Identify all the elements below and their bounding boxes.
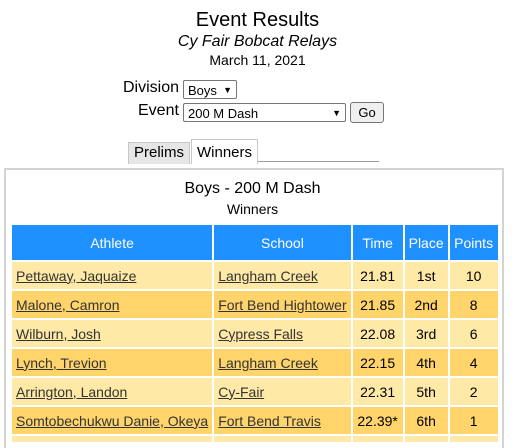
chevron-down-icon: ▼ — [332, 108, 341, 118]
division-label: Division — [123, 79, 180, 96]
event-label: Event — [138, 102, 179, 119]
results-heading: Boys - 200 M Dash Winners — [0, 178, 505, 218]
meet-name: Cy Fair Bobcat Relays — [177, 33, 338, 50]
time-cell: 22.15 — [352, 349, 403, 376]
column-header-place: Place — [404, 225, 448, 260]
table-row-partial — [12, 436, 498, 442]
points-cell: 8 — [449, 291, 498, 318]
table-row: Somtobechukwu Danie, Okeya Fort Bend Tra… — [12, 407, 498, 434]
column-header-time: Time — [352, 225, 403, 260]
school-link[interactable]: Cy-Fair — [218, 383, 265, 400]
table-row: Pettaway, Jaquaize Langham Creek 21.81 1… — [12, 262, 498, 289]
place-cell: 5th — [404, 378, 448, 405]
athlete-link[interactable]: Pettaway, Jaquaize — [16, 267, 137, 284]
results-subtitle: Boys - 200 M Dash — [184, 180, 321, 197]
results-table: Athlete School Time Place Points Pettawa… — [10, 223, 500, 444]
time-cell: 21.85 — [352, 291, 403, 318]
athlete-link[interactable]: Somtobechukwu Danie, Okeya — [16, 412, 209, 429]
school-link[interactable]: Langham Creek — [218, 354, 318, 371]
division-select[interactable]: Boys ▼ — [183, 80, 237, 99]
time-cell: 22.31 — [352, 378, 403, 405]
table-row: Lynch, Trevion Langham Creek 22.15 4th 4 — [12, 349, 498, 376]
page-title: Event Results — [195, 9, 320, 31]
place-cell: 2nd — [404, 291, 448, 318]
table-row: Arrington, Landon Cy-Fair 22.31 5th 2 — [12, 378, 498, 405]
table-header-row: Athlete School Time Place Points — [12, 225, 498, 260]
place-cell: 6th — [404, 407, 448, 434]
time-cell: 22.39* — [352, 407, 403, 434]
tab-winners[interactable]: Winners — [191, 139, 258, 164]
results-section-label: Winners — [226, 201, 279, 217]
time-cell: 21.81 — [352, 262, 403, 289]
place-cell: 3rd — [404, 320, 448, 347]
meet-date: March 11, 2021 — [209, 52, 306, 68]
go-button[interactable]: Go — [350, 102, 384, 123]
points-cell: 2 — [449, 378, 498, 405]
table-row: Wilburn, Josh Cypress Falls 22.08 3rd 6 — [12, 320, 498, 347]
chevron-down-icon: ▼ — [223, 85, 232, 95]
points-cell: 1 — [449, 407, 498, 434]
place-cell: 1st — [404, 262, 448, 289]
table-row: Malone, Camron Fort Bend Hightower 21.85… — [12, 291, 498, 318]
column-header-athlete: Athlete — [12, 225, 213, 260]
points-cell: 6 — [449, 320, 498, 347]
event-select[interactable]: 200 M Dash ▼ — [183, 103, 346, 122]
tab-divider — [258, 161, 379, 162]
event-select-value: 200 M Dash — [188, 106, 259, 121]
school-link[interactable]: Langham Creek — [218, 267, 318, 284]
time-cell: 22.08 — [352, 320, 403, 347]
column-header-school: School — [214, 225, 351, 260]
athlete-link[interactable]: Wilburn, Josh — [16, 325, 101, 342]
athlete-link[interactable]: Arrington, Landon — [16, 383, 128, 400]
page-header: Event Results Cy Fair Bobcat Relays Marc… — [0, 8, 515, 69]
school-link[interactable]: Cypress Falls — [218, 325, 304, 342]
place-cell: 4th — [404, 349, 448, 376]
points-cell: 4 — [449, 349, 498, 376]
points-cell: 10 — [449, 262, 498, 289]
column-header-points: Points — [449, 225, 498, 260]
school-link[interactable]: Fort Bend Hightower — [218, 296, 347, 313]
tab-prelims[interactable]: Prelims — [128, 142, 190, 164]
athlete-link[interactable]: Malone, Camron — [16, 296, 120, 313]
school-link[interactable]: Fort Bend Travis — [218, 412, 321, 429]
athlete-link[interactable]: Lynch, Trevion — [16, 354, 107, 371]
division-select-value: Boys — [188, 83, 217, 98]
